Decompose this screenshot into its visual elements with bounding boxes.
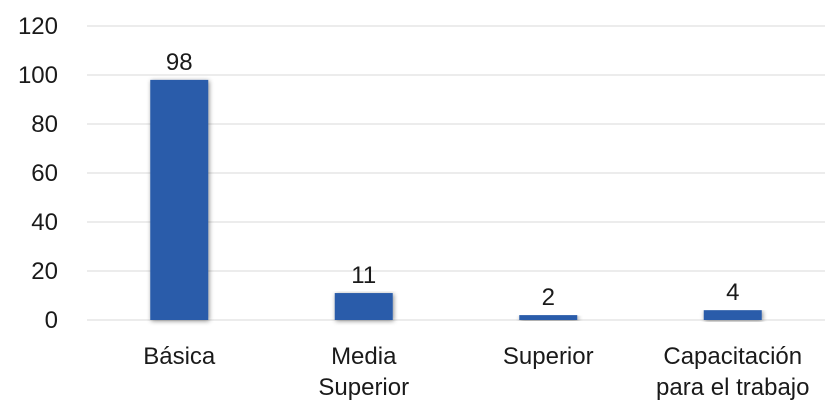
x-tick-label-line: Básica (143, 343, 216, 370)
x-tick-label-line: Media (331, 343, 397, 370)
x-tick-label-line: para el trabajo (656, 374, 809, 401)
x-tick-label-line: Superior (318, 374, 409, 401)
data-label: 98 (166, 49, 193, 76)
bar (334, 293, 393, 320)
bars (150, 79, 762, 321)
bar (150, 79, 209, 321)
data-label: 11 (351, 262, 376, 289)
y-tick-label: 40 (31, 209, 58, 236)
data-label: 4 (726, 279, 739, 306)
bar (703, 310, 762, 320)
data-label: 2 (542, 284, 555, 311)
x-tick-label: Básica (143, 343, 216, 370)
x-tick-label: Superior (503, 343, 594, 370)
data-labels: 98 11 2 4 (166, 49, 740, 311)
x-tick-label-line: Superior (503, 343, 594, 370)
x-tick-label: Capacitación para el trabajo (656, 343, 809, 401)
y-tick-label: 20 (31, 258, 58, 285)
y-tick-label: 60 (31, 160, 58, 187)
x-tick-label-line: Capacitación (663, 343, 802, 370)
x-tick-label: Media Superior (318, 343, 409, 401)
y-tick-label: 100 (18, 62, 58, 89)
y-tick-label: 0 (45, 307, 58, 334)
y-tick-label: 120 (18, 13, 58, 40)
y-axis-tick-labels: 0 20 40 60 80 100 120 (18, 13, 58, 334)
x-axis-tick-labels: Básica Media Superior Superior Capacitación p… (143, 343, 809, 401)
gridlines (87, 25, 825, 321)
y-tick-label: 80 (31, 111, 58, 138)
bar (519, 315, 578, 320)
